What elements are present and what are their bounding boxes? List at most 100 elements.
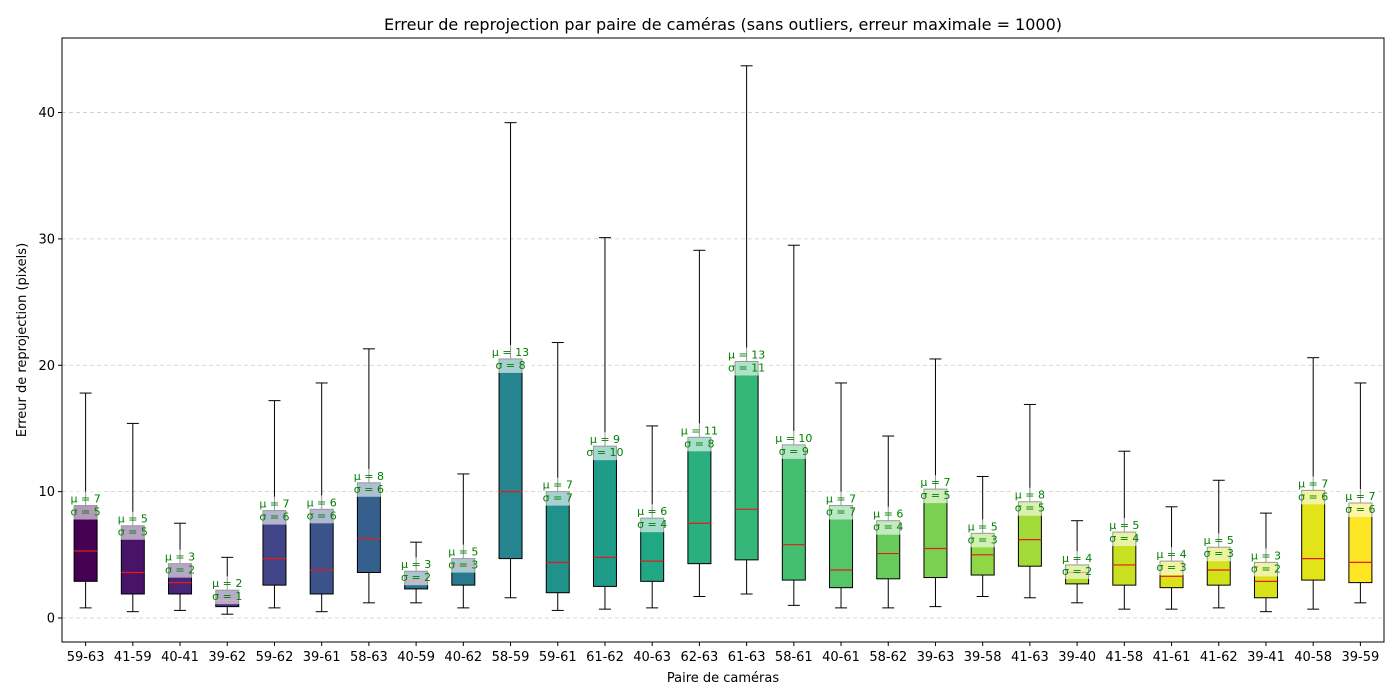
x-axis-label: Paire de caméras (667, 671, 779, 686)
std-label: σ = 5 (118, 526, 148, 539)
stats-annotation: μ = 13σ = 11 (724, 347, 769, 376)
box-plot-59-61 (545, 342, 570, 611)
x-tick-label: 40-59 (397, 650, 435, 665)
x-tick-label: 61-63 (728, 650, 766, 665)
x-tick-label: 58-63 (350, 650, 388, 665)
box-plot-59-63 (73, 392, 98, 609)
stats-annotation: μ = 3σ = 2 (1247, 548, 1285, 577)
stats-annotation: μ = 7σ = 6 (1295, 476, 1332, 505)
std-label: σ = 6 (1298, 490, 1328, 503)
stats-annotation: μ = 7σ = 7 (539, 477, 576, 506)
box (734, 360, 759, 561)
mean-label: μ = 11 (681, 424, 718, 437)
grid-lines (62, 112, 1384, 619)
mean-label: μ = 4 (1062, 552, 1092, 565)
stats-annotation: μ = 5σ = 3 (964, 519, 1001, 548)
y-axis-label: Erreur de reprojection (pixels) (15, 243, 30, 437)
std-label: σ = 6 (259, 511, 289, 524)
stats-annotation: μ = 13σ = 8 (488, 344, 533, 373)
annotation-background (397, 557, 435, 586)
x-tick-label: 40-62 (444, 650, 482, 665)
annotation-background (583, 432, 627, 461)
box-plots (73, 65, 1373, 615)
annotation-background (917, 475, 954, 504)
mean-label: μ = 7 (826, 493, 856, 506)
mean-label: μ = 8 (1015, 489, 1045, 502)
std-label: σ = 2 (165, 564, 195, 577)
x-tick-label: 41-59 (114, 650, 152, 665)
stats-annotation: μ = 5σ = 4 (1106, 518, 1143, 547)
stats-annotation: μ = 7σ = 6 (256, 496, 293, 525)
box-plot-40-61 (829, 382, 854, 609)
annotation-background (1247, 548, 1285, 577)
std-label: σ = 6 (307, 509, 337, 522)
std-label: σ = 2 (401, 571, 431, 584)
stats-annotation: μ = 6σ = 4 (634, 504, 671, 533)
annotation-background (1058, 550, 1096, 579)
stats-annotation: μ = 4σ = 3 (1153, 547, 1190, 576)
box-plot-58-61 (781, 244, 806, 606)
mean-label: μ = 7 (70, 493, 100, 506)
box-plot-39-61 (309, 382, 334, 613)
mean-label: μ = 5 (1204, 534, 1234, 547)
mean-label: μ = 6 (307, 496, 337, 509)
annotation-background (822, 491, 860, 520)
x-tick-label: 39-59 (1342, 650, 1380, 665)
stats-annotation: μ = 6σ = 4 (870, 506, 907, 535)
box-plot-40-62 (451, 473, 476, 609)
x-tick-label: 41-63 (1011, 650, 1049, 665)
mean-label: μ = 5 (968, 520, 998, 533)
box (592, 445, 617, 587)
box (687, 436, 712, 565)
annotation-background (1011, 487, 1049, 516)
stats-annotation: μ = 3σ = 2 (161, 549, 199, 578)
stats-annotation: μ = 8σ = 6 (350, 468, 388, 497)
annotation-background (350, 468, 388, 497)
annotations: μ = 7σ = 5μ = 5σ = 5μ = 3σ = 2μ = 2σ = 1… (67, 344, 1379, 605)
mean-label: μ = 2 (212, 577, 242, 590)
x-tick-label: 58-59 (492, 650, 530, 665)
x-tick-label: 39-63 (917, 650, 955, 665)
std-label: σ = 2 (1251, 562, 1281, 575)
x-tick-label: 59-62 (256, 650, 294, 665)
mean-label: μ = 4 (1156, 548, 1186, 561)
std-label: σ = 3 (1156, 561, 1186, 574)
mean-label: μ = 8 (354, 470, 384, 483)
mean-label: μ = 9 (590, 433, 620, 446)
std-label: σ = 4 (637, 518, 667, 531)
box-plot-41-63 (1017, 403, 1042, 599)
std-label: σ = 5 (71, 506, 101, 519)
mean-label: μ = 3 (1251, 549, 1281, 562)
annotation-background (256, 496, 293, 525)
box-plot-58-63 (356, 348, 381, 604)
std-label: σ = 10 (586, 446, 623, 459)
y-tick-label: 30 (38, 232, 55, 247)
mean-label: μ = 7 (1345, 490, 1375, 503)
mean-label: μ = 5 (118, 513, 148, 526)
stats-annotation: μ = 3σ = 2 (397, 557, 435, 586)
x-tick-label: 41-62 (1200, 650, 1238, 665)
stats-annotation: μ = 10σ = 9 (772, 430, 816, 459)
mean-label: μ = 13 (728, 348, 765, 361)
annotation-background (539, 477, 576, 506)
stats-annotation: μ = 7σ = 5 (917, 475, 954, 504)
x-tick-label: 61-62 (586, 650, 624, 665)
mean-label: μ = 7 (1298, 477, 1328, 490)
box-plot-58-62 (876, 435, 901, 609)
x-tick-label: 59-63 (67, 650, 105, 665)
annotation-background (772, 430, 816, 459)
annotation-background (488, 344, 533, 373)
y-tick-label: 40 (38, 106, 55, 121)
stats-annotation: μ = 11σ = 8 (677, 423, 722, 452)
annotation-background (114, 511, 151, 540)
x-tick-label: 39-62 (208, 650, 246, 665)
x-tick-label: 40-61 (822, 650, 860, 665)
box (545, 491, 570, 594)
x-tick-label: 40-63 (633, 650, 671, 665)
annotation-background (677, 423, 722, 452)
stats-annotation: μ = 6σ = 6 (303, 495, 340, 524)
plot-frame (61, 37, 1385, 643)
box (781, 444, 806, 581)
std-label: σ = 7 (826, 506, 856, 519)
